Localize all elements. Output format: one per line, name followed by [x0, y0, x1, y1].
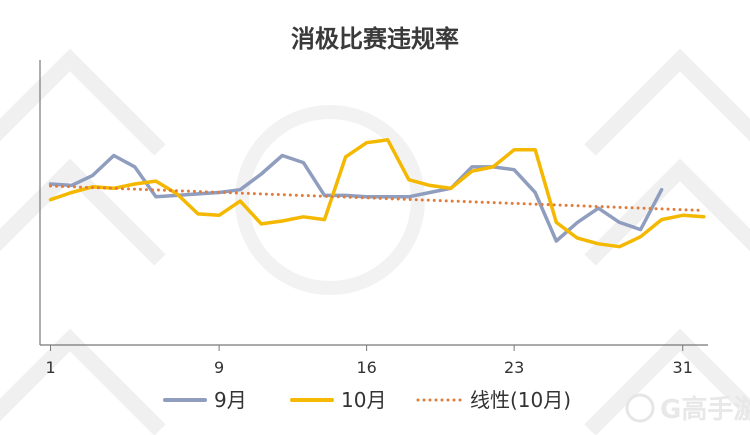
watermark-g-icon	[625, 393, 655, 423]
x-tick-label: 23	[504, 358, 524, 377]
series-line-trend	[49, 184, 706, 212]
x-tick-label: 1	[45, 358, 55, 377]
watermark-text: G高手游	[660, 394, 750, 425]
watermark: G高手游	[625, 393, 750, 425]
legend-label-trend: 线性(10月)	[470, 388, 571, 412]
legend-label-10yue: 10月	[341, 388, 386, 412]
legend-label-9yue: 9月	[214, 388, 247, 412]
background-pattern	[0, 48, 750, 435]
background-logo-ring	[235, 105, 425, 295]
legend: 9月 10月 线性(10月)	[163, 388, 571, 412]
x-tick-label: 31	[673, 358, 693, 377]
series-line-1	[48, 138, 706, 249]
x-tick-label: 16	[356, 358, 376, 377]
chart-title: 消极比赛违规率	[291, 25, 459, 53]
x-tick-label: 9	[214, 358, 224, 377]
